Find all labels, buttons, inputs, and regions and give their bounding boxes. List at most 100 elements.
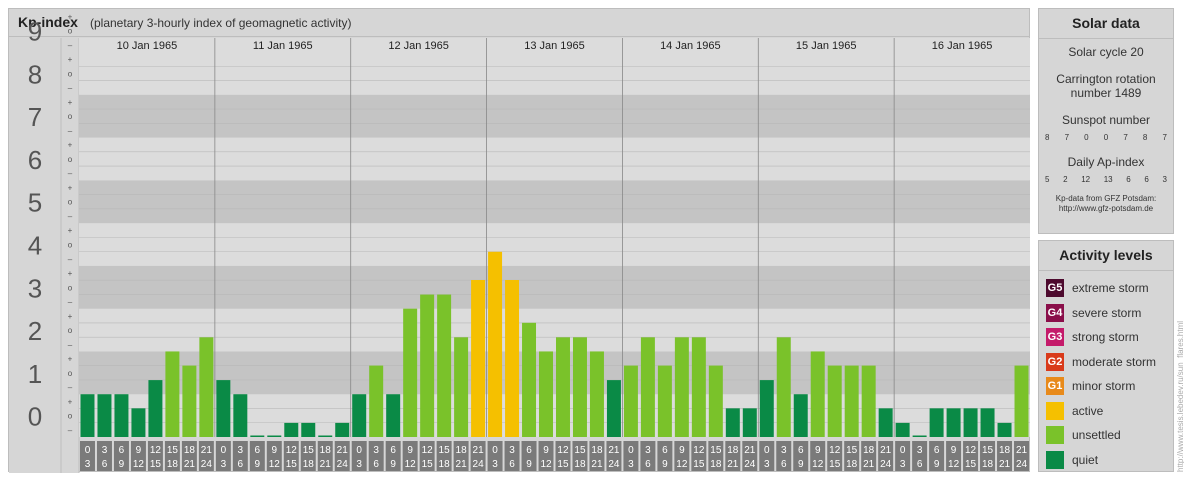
kp-bar — [657, 365, 672, 437]
interval-box — [504, 441, 520, 471]
interval-box — [657, 441, 673, 471]
interval-end-label: 15 — [693, 459, 705, 470]
interval-start-label: 12 — [557, 445, 569, 456]
interval-box — [725, 441, 741, 471]
credit-line2[interactable]: http://www.gfz-potsdam.de — [1058, 204, 1154, 213]
day-label: 12 Jan 1965 — [388, 40, 449, 52]
interval-box — [300, 441, 316, 471]
level-badge: G5 — [1046, 279, 1064, 298]
interval-start-label: 6 — [390, 445, 396, 456]
interval-box — [606, 441, 622, 471]
interval-box — [198, 441, 214, 471]
interval-start-label: 0 — [221, 445, 227, 456]
level-label: active — [1072, 403, 1104, 418]
interval-end-label: 24 — [201, 459, 213, 470]
ap-value: 5 — [1045, 175, 1050, 184]
y-tick-label: 9 — [28, 17, 42, 47]
interval-start-label: 18 — [320, 445, 332, 456]
level-badge — [1046, 450, 1064, 469]
y-tick-label: 1 — [28, 359, 42, 389]
sunspot-value: 0 — [1103, 133, 1109, 142]
sunspot-value: 8 — [1045, 133, 1050, 142]
kp-bar — [522, 322, 537, 437]
level-label: extreme storm — [1072, 281, 1149, 296]
day-label: 10 Jan 1965 — [117, 40, 178, 52]
thirds-label: – — [68, 426, 73, 435]
sunspot-value: 7 — [1162, 133, 1167, 142]
kp-bar — [403, 308, 418, 437]
y-axis-gutter — [9, 38, 61, 473]
kp-chart-panel: Kp-index (planetary 3-hourly index of ge… — [8, 8, 1030, 473]
level-badge — [1046, 426, 1064, 445]
solar-panel-title: Solar data — [1039, 9, 1173, 39]
interval-start-label: 3 — [645, 445, 651, 456]
interval-end-label: 21 — [184, 459, 196, 470]
carrington-line2: number 1489 — [1070, 86, 1142, 100]
interval-start-label: 15 — [303, 445, 315, 456]
interval-end-label: 9 — [119, 459, 125, 470]
interval-end-label: 12 — [948, 459, 960, 470]
interval-start-label: 21 — [1016, 445, 1028, 456]
kp-bar — [148, 380, 163, 437]
interval-start-label: 18 — [727, 445, 739, 456]
interval-start-label: 9 — [815, 445, 821, 456]
kp-bar — [216, 380, 231, 437]
interval-end-label: 12 — [812, 459, 824, 470]
level-row-quiet: quiet — [1039, 448, 1173, 473]
y-tick-label: 2 — [28, 316, 42, 346]
interval-start-label: 6 — [255, 445, 261, 456]
kp-bar — [1014, 365, 1029, 437]
thirds-label: + — [68, 355, 73, 364]
interval-start-label: 18 — [456, 445, 468, 456]
interval-start-label: 21 — [608, 445, 620, 456]
interval-start-label: 9 — [272, 445, 278, 456]
interval-end-label: 21 — [456, 459, 468, 470]
level-label: strong storm — [1072, 330, 1139, 345]
y-tick-label: 7 — [28, 102, 42, 132]
kp-bar — [708, 365, 723, 437]
interval-start-label: 18 — [591, 445, 603, 456]
interval-end-label: 3 — [764, 459, 770, 470]
kp-band — [79, 137, 1030, 181]
interval-box — [946, 441, 962, 471]
interval-start-label: 12 — [965, 445, 977, 456]
sunspot-value: 7 — [1064, 133, 1070, 142]
interval-start-label: 9 — [407, 445, 413, 456]
levels-list: G5 extreme storm G4 severe storm G3 strong st… — [1039, 271, 1173, 472]
kp-bar — [742, 408, 757, 437]
interval-end-label: 21 — [999, 459, 1011, 470]
day-label: 16 Jan 1965 — [932, 40, 993, 52]
interval-end-label: 9 — [662, 459, 668, 470]
interval-end-label: 24 — [337, 459, 349, 470]
interval-box — [317, 441, 333, 471]
kp-bar — [267, 435, 282, 437]
thirds-label: + — [68, 312, 73, 321]
interval-start-label: 18 — [999, 445, 1011, 456]
interval-box — [232, 441, 248, 471]
thirds-label: – — [68, 212, 73, 221]
interval-start-label: 0 — [628, 445, 634, 456]
ap-value: 6 — [1144, 175, 1149, 184]
interval-start-label: 18 — [863, 445, 875, 456]
interval-end-label: 12 — [540, 459, 552, 470]
ap-values: 5 2 12 13 6 6 3 — [1039, 175, 1173, 184]
level-row-severe-storm: G4 severe storm — [1039, 301, 1173, 326]
interval-end-label: 24 — [744, 459, 756, 470]
interval-start-label: 15 — [439, 445, 451, 456]
thirds-gutter — [61, 38, 79, 473]
interval-end-label: 15 — [286, 459, 298, 470]
kp-bar — [572, 337, 587, 437]
level-badge: G3 — [1046, 328, 1064, 347]
thirds-label: o — [68, 326, 73, 335]
kp-bar — [80, 394, 95, 437]
thirds-label: + — [68, 55, 73, 64]
interval-end-label: 6 — [238, 459, 244, 470]
chart-header: Kp-index (planetary 3-hourly index of ge… — [9, 9, 1029, 37]
interval-box — [878, 441, 894, 471]
interval-start-label: 9 — [543, 445, 549, 456]
interval-box — [640, 441, 656, 471]
kp-bar — [131, 408, 146, 437]
y-tick-label: 4 — [28, 231, 42, 261]
interval-box — [810, 441, 826, 471]
interval-box — [572, 441, 588, 471]
